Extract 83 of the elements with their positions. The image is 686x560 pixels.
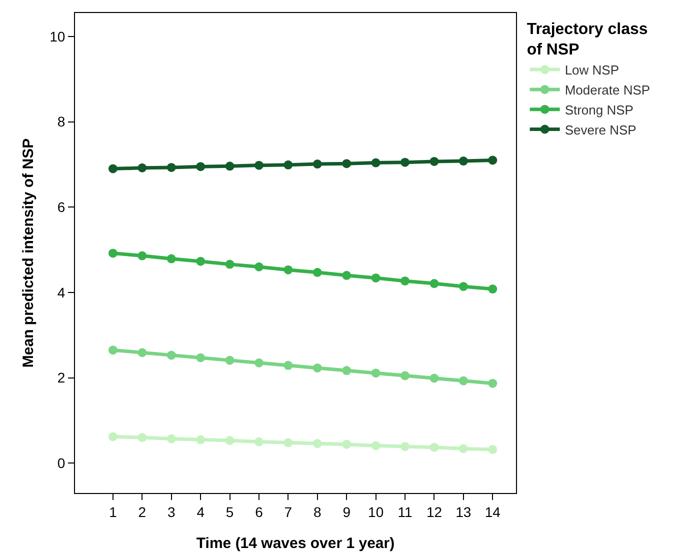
point xyxy=(488,284,498,294)
y-tick-label: 6 xyxy=(57,199,66,216)
point xyxy=(458,282,468,291)
point xyxy=(458,444,468,454)
point xyxy=(430,442,439,452)
y-tick-label: 10 xyxy=(50,28,66,44)
point xyxy=(400,158,410,167)
point xyxy=(284,160,293,170)
point xyxy=(166,434,176,444)
point xyxy=(284,360,293,370)
point xyxy=(312,160,322,169)
point xyxy=(400,442,410,451)
point xyxy=(342,440,352,449)
point xyxy=(342,366,352,376)
point xyxy=(342,270,352,280)
point xyxy=(108,432,118,442)
x-tick-label: 10 xyxy=(368,504,384,520)
x-tick-label: 12 xyxy=(426,504,442,520)
point xyxy=(371,273,380,282)
y-axis-title: Mean predicted intensity of NSP xyxy=(20,138,37,368)
point xyxy=(138,163,147,172)
x-tick-label: 7 xyxy=(284,504,292,520)
point xyxy=(166,350,176,360)
point xyxy=(225,260,234,269)
point xyxy=(254,358,264,368)
point xyxy=(312,439,322,448)
point xyxy=(312,363,322,372)
legend-label: Severe NSP xyxy=(564,122,636,138)
point xyxy=(284,265,293,274)
legend-label: Low NSP xyxy=(564,62,620,78)
point xyxy=(254,262,264,272)
point xyxy=(312,268,322,277)
point xyxy=(108,346,118,355)
point xyxy=(166,162,176,172)
x-tick-label: 8 xyxy=(314,504,322,520)
x-tick-label: 3 xyxy=(167,504,176,520)
point xyxy=(458,376,468,386)
point xyxy=(342,159,352,168)
x-tick-label: 14 xyxy=(484,504,501,520)
point xyxy=(196,435,206,444)
point xyxy=(430,156,439,166)
point xyxy=(138,251,147,260)
point xyxy=(371,368,380,378)
x-tick-label: 11 xyxy=(398,504,412,520)
point xyxy=(458,156,468,166)
point xyxy=(371,158,380,168)
x-tick-label: 5 xyxy=(226,504,234,520)
point xyxy=(284,438,293,448)
legend-label: Strong NSP xyxy=(564,102,634,118)
legend-title: Trajectory class of NSP xyxy=(526,20,648,59)
point xyxy=(196,353,206,362)
point xyxy=(225,162,234,171)
y-tick-label: 2 xyxy=(57,370,66,386)
point xyxy=(400,371,410,380)
x-tick-label: 13 xyxy=(456,504,472,520)
legend-label: Moderate NSP xyxy=(564,82,650,98)
point xyxy=(225,436,234,446)
point xyxy=(196,256,206,266)
point xyxy=(196,162,206,172)
point xyxy=(225,356,234,365)
point xyxy=(371,441,380,450)
y-tick-label: 8 xyxy=(57,114,66,130)
point xyxy=(138,433,147,442)
point xyxy=(108,164,118,174)
x-tick-label: 9 xyxy=(342,504,351,520)
point xyxy=(254,160,264,170)
point xyxy=(108,248,118,258)
point xyxy=(488,378,498,388)
x-tick-label: 4 xyxy=(196,504,205,520)
x-tick-label: 1 xyxy=(109,504,118,520)
y-tick-label: 0 xyxy=(57,455,66,472)
point xyxy=(488,156,498,165)
point xyxy=(138,348,147,358)
point xyxy=(400,276,410,286)
point xyxy=(166,254,176,264)
x-axis-title: Time (14 waves over 1 year) xyxy=(196,534,395,552)
point xyxy=(430,374,439,383)
point xyxy=(254,437,264,446)
point xyxy=(430,279,439,288)
point xyxy=(488,444,498,454)
y-tick-label: 4 xyxy=(57,284,66,300)
x-tick-label: 6 xyxy=(255,504,264,520)
x-tick-label: 2 xyxy=(138,504,146,520)
